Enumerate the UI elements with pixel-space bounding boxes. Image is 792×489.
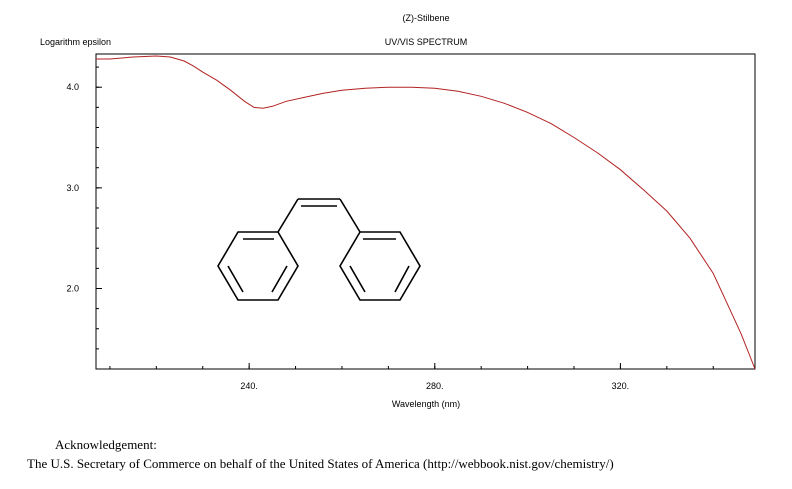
tick-marks — [96, 86, 621, 369]
acknowledgement-text: The U.S. Secretary of Commerce on behalf… — [27, 456, 614, 471]
y-axis-label: Logarithm epsilon — [40, 37, 112, 47]
tick-labels: 240. 280. 320. 2.0 3.0 4.0 — [66, 82, 629, 391]
plot-frame — [95, 53, 756, 370]
y-tick-label: 2.0 — [66, 283, 79, 293]
compound-title: (Z)-Stilbene — [402, 13, 450, 23]
chart-title: UV/VIS SPECTRUM — [384, 37, 468, 47]
stilbene-structure — [217, 198, 421, 301]
minor-ticks — [96, 66, 714, 370]
uv-vis-chart: 240. 280. 320. 2.0 3.0 4.0 — [66, 53, 756, 391]
x-tick-label: 240. — [240, 381, 258, 391]
spectrum-line — [96, 55, 756, 370]
y-tick-label: 4.0 — [66, 82, 79, 92]
x-axis-label: Wavelength (nm) — [391, 399, 461, 409]
acknowledgement-heading: Acknowledgement: — [55, 437, 157, 452]
x-tick-label: 320. — [612, 381, 630, 391]
x-tick-label: 280. — [426, 381, 444, 391]
y-tick-label: 3.0 — [66, 183, 79, 193]
